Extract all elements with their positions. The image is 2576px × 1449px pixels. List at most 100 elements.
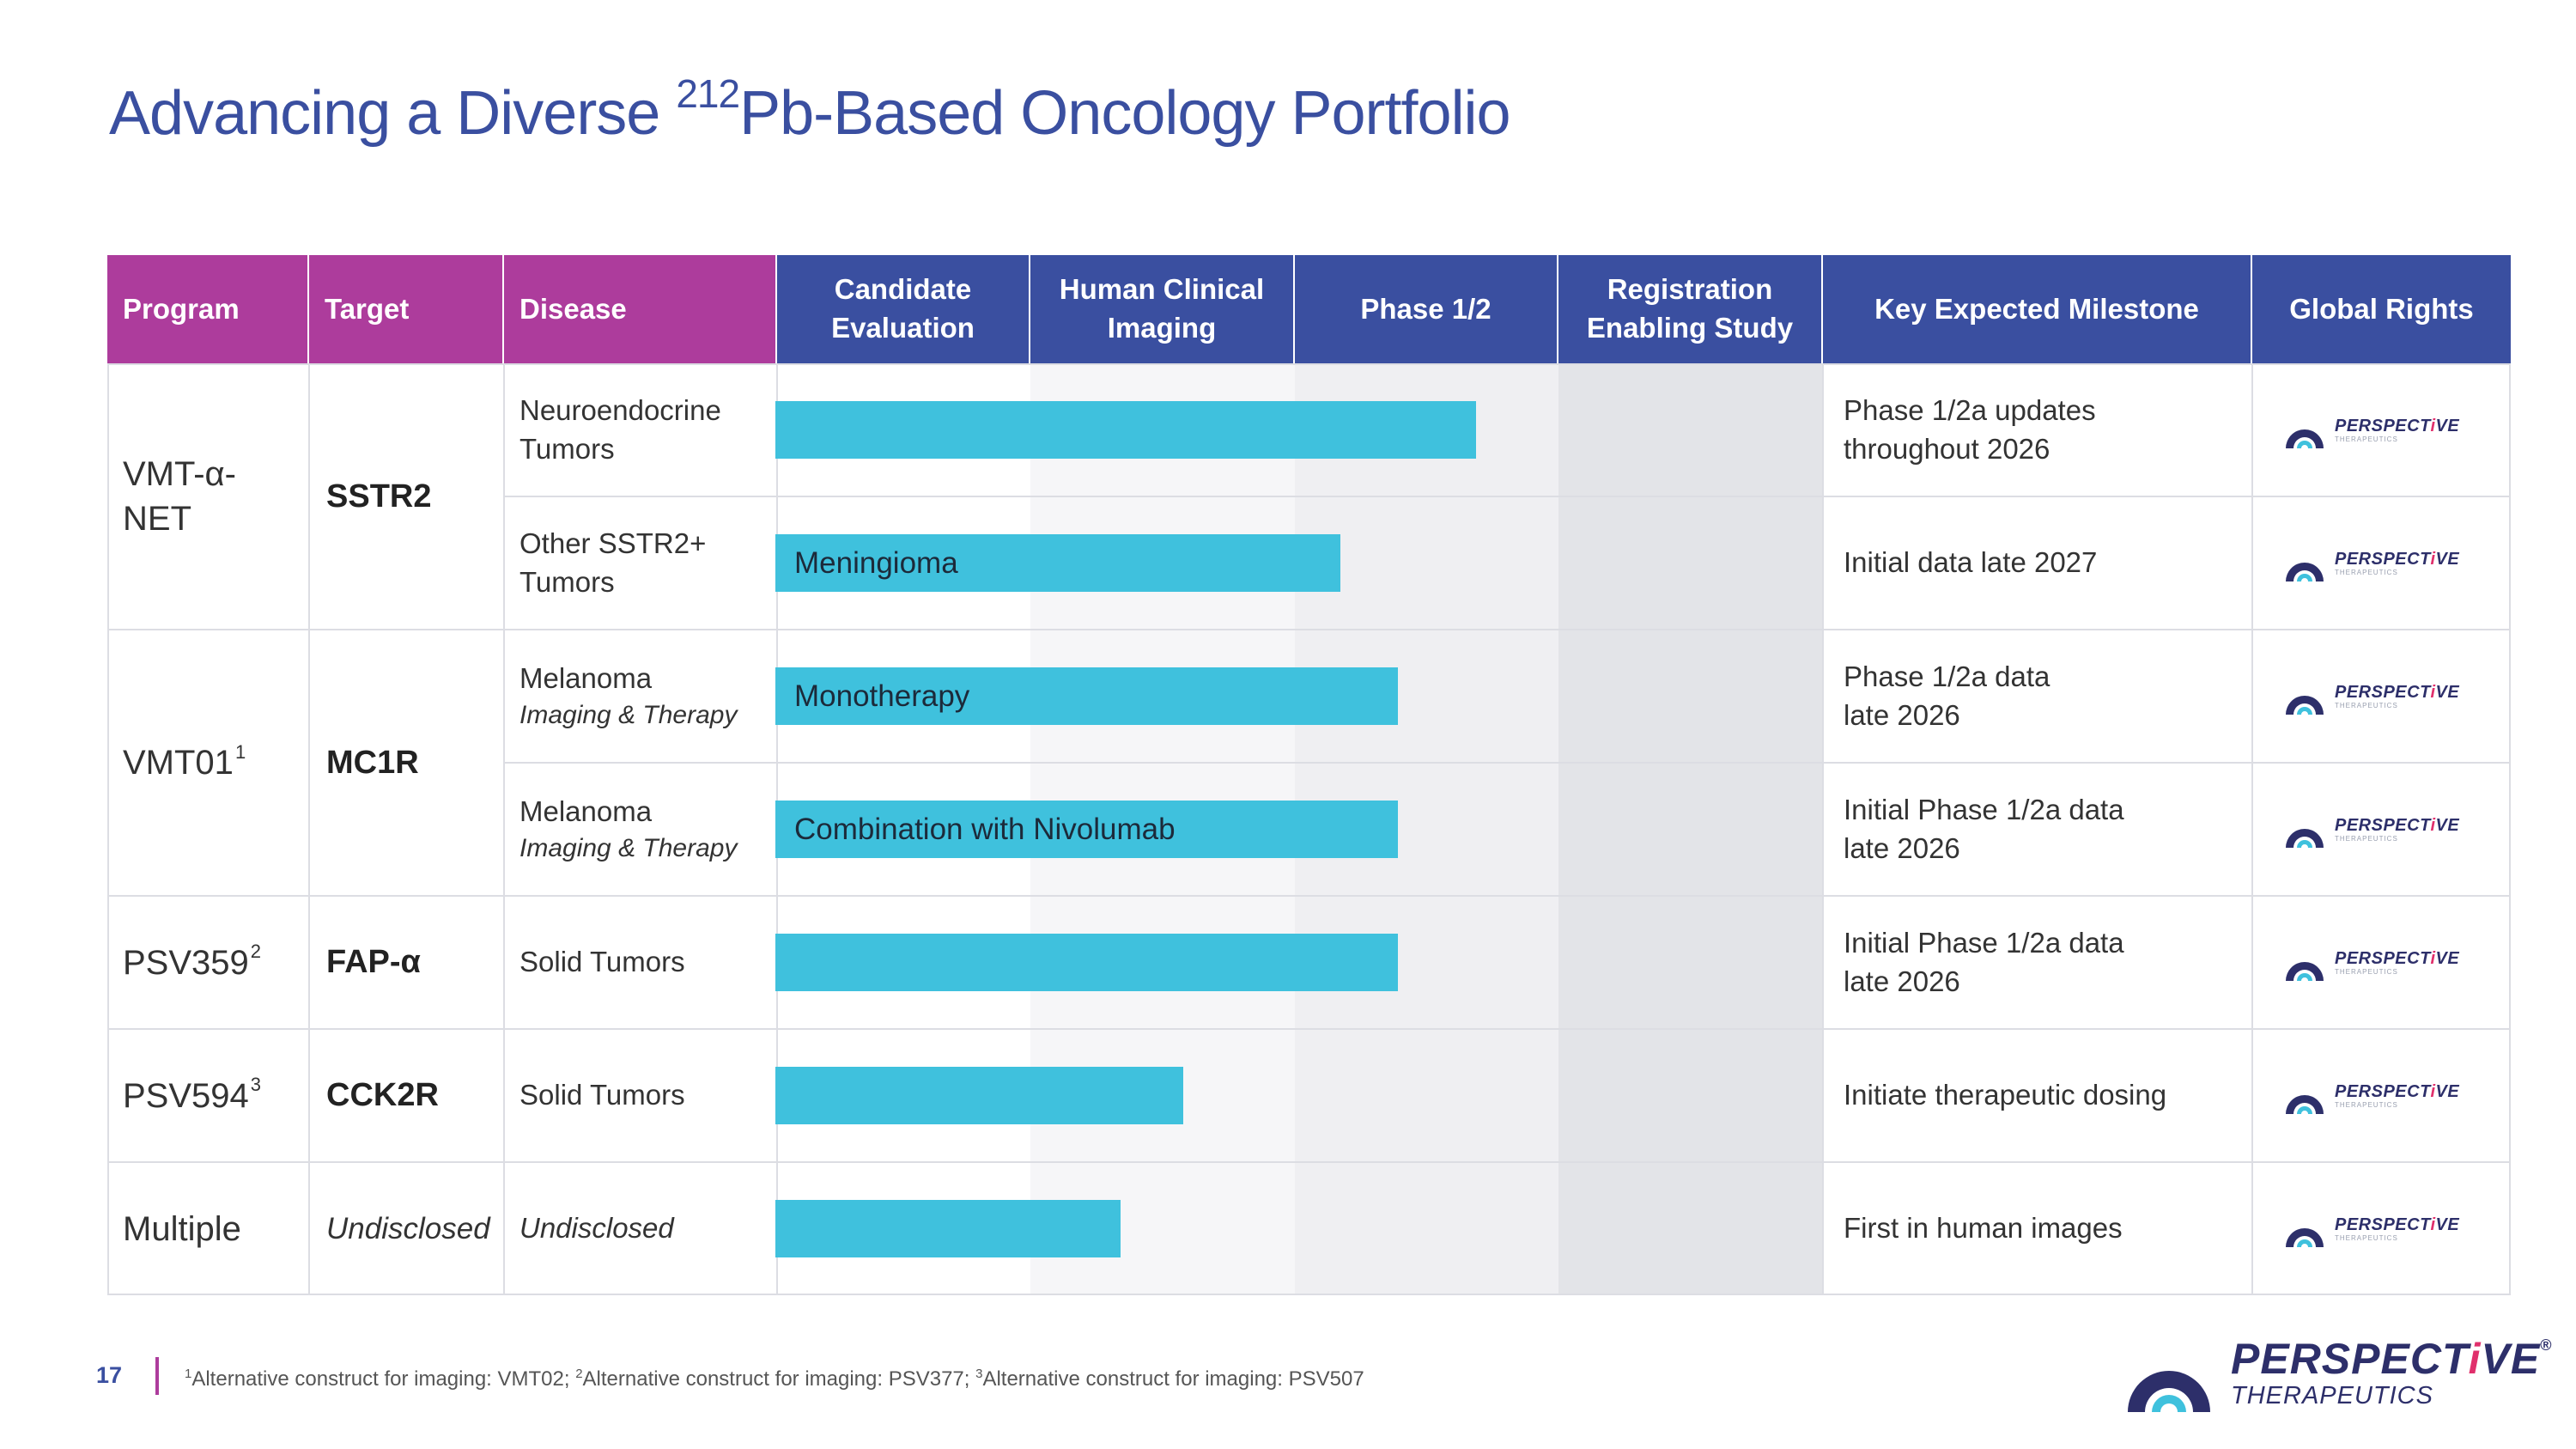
brand-logo-icon — [2128, 1371, 2210, 1412]
progress-bar: Combination with Nivolumab — [775, 801, 1398, 858]
header-phase3: Phase 1/2 — [1295, 255, 1557, 363]
milestone-cell: Initiate therapeutic dosing — [1844, 1079, 2167, 1111]
disease-subtitle: Imaging & Therapy — [519, 700, 738, 729]
header-disease: Disease — [504, 255, 775, 363]
global-rights-logo: PERSPECTiVE THERAPEUTICS — [2252, 363, 2511, 496]
title-post: Pb-Based Oncology Portfolio — [739, 79, 1511, 148]
disease-cell: Neuroendocrine Tumors — [504, 363, 777, 496]
perspective-wordmark: PERSPECTiVE — [2335, 549, 2460, 569]
footnote-marker: 1 — [185, 1367, 192, 1381]
disease-name: Other SSTR2+ Tumors — [519, 527, 707, 598]
grid-hline — [107, 895, 2511, 897]
program-name: PSV5943 — [123, 1074, 262, 1115]
milestone-cell: First in human images — [1844, 1212, 2123, 1245]
disease-cell: Undisclosed — [504, 1162, 777, 1295]
program-name: Multiple — [123, 1209, 241, 1248]
program-name: PSV3592 — [123, 941, 262, 982]
progress-bar: Monotherapy — [775, 667, 1398, 725]
perspective-subtitle: THERAPEUTICS — [2335, 568, 2398, 576]
progress-bar — [775, 934, 1398, 991]
header-rights: Global Rights — [2252, 255, 2511, 363]
disease-subtitle: Imaging & Therapy — [519, 833, 738, 862]
program-target: SSTR2 — [326, 478, 432, 514]
header-milestone: Key Expected Milestone — [1823, 255, 2251, 363]
page-title: Advancing a Diverse 212Pb-Based Oncology… — [109, 71, 1511, 149]
header-phase2: Human Clinical Imaging — [1030, 255, 1293, 363]
brand-subtitle: THERAPEUTICS — [2231, 1381, 2433, 1409]
perspective-wordmark: PERSPECTiVE — [2335, 1215, 2460, 1234]
progress-bar-label: Combination with Nivolumab — [794, 812, 1176, 846]
global-rights-logo: PERSPECTiVE THERAPEUTICS — [2252, 1162, 2511, 1295]
phase-band-4 — [1558, 363, 1823, 1295]
progress-bar — [775, 401, 1476, 459]
title-sup: 212 — [676, 71, 740, 116]
milestone-cell: Initial Phase 1/2a data late 2026 — [1844, 926, 2124, 997]
program-target: MC1R — [326, 744, 419, 781]
disease-cell: Solid Tumors — [504, 1029, 777, 1162]
perspective-wordmark: PERSPECTiVE — [2335, 948, 2460, 968]
footnote-marker: 3 — [975, 1367, 983, 1381]
perspective-subtitle: THERAPEUTICS — [2335, 1233, 2398, 1242]
disease-name: Solid Tumors — [519, 1079, 685, 1111]
disease-name: Melanoma — [519, 795, 653, 827]
page-number: 17 — [96, 1362, 123, 1388]
perspective-logo-icon — [2286, 429, 2324, 448]
disease-name: Melanoma — [519, 661, 653, 694]
perspective-logo-icon — [2286, 695, 2324, 715]
disease-name: Neuroendocrine Tumors — [519, 393, 721, 465]
perspective-logo-icon — [2286, 1227, 2324, 1247]
disease-cell: Other SSTR2+ Tumors — [504, 496, 777, 630]
disease-cell: Melanoma Imaging & Therapy — [504, 630, 777, 763]
milestone-cell: Initial Phase 1/2a data late 2026 — [1844, 793, 2124, 864]
header-program: Program — [107, 255, 307, 363]
grid-hline — [504, 496, 2511, 497]
footnote-marker: 2 — [575, 1367, 583, 1381]
milestone-cell: Initial data late 2027 — [1844, 546, 2098, 579]
progress-bar — [775, 1067, 1183, 1124]
global-rights-logo: PERSPECTiVE THERAPEUTICS — [2252, 630, 2511, 763]
grid-hline — [504, 762, 2511, 764]
grid-vline — [308, 363, 310, 1295]
perspective-subtitle: THERAPEUTICS — [2335, 1100, 2398, 1109]
grid-hline — [107, 1161, 2511, 1163]
grid-vline — [1822, 363, 1824, 1295]
milestone-cell: Phase 1/2a updates throughout 2026 — [1844, 393, 2096, 465]
perspective-logo-icon — [2286, 828, 2324, 848]
perspective-subtitle: THERAPEUTICS — [2335, 701, 2398, 709]
header-phase4: Registration Enabling Study — [1558, 255, 1821, 363]
perspective-wordmark: PERSPECTiVE — [2335, 815, 2460, 835]
perspective-logo-icon — [2286, 1094, 2324, 1114]
title-pre: Advancing a Diverse — [109, 79, 677, 148]
perspective-wordmark: PERSPECTiVE — [2335, 682, 2460, 702]
global-rights-logo: PERSPECTiVE THERAPEUTICS — [2252, 763, 2511, 896]
perspective-logo-icon — [2286, 961, 2324, 981]
perspective-subtitle: THERAPEUTICS — [2335, 834, 2398, 843]
header-phase1: Candidate Evaluation — [777, 255, 1029, 363]
footer-divider — [155, 1357, 159, 1395]
footnote-text: Alternative construct for imaging: PSV50… — [982, 1367, 1364, 1391]
disease-cell: Solid Tumors — [504, 896, 777, 1029]
program-target: Undisclosed — [326, 1211, 490, 1245]
grid-hline — [107, 629, 2511, 630]
perspective-wordmark: PERSPECTiVE — [2335, 1081, 2460, 1101]
footnote: 1Alternative construct for imaging: VMT0… — [185, 1367, 1364, 1391]
footnote-text: Alternative construct for imaging: PSV37… — [582, 1367, 976, 1391]
progress-bar: Meningioma — [775, 534, 1340, 592]
brand-wordmark: PERSPECTiVE® — [2231, 1334, 2553, 1383]
footnote-text: Alternative construct for imaging: VMT02… — [191, 1367, 576, 1391]
perspective-logo-icon — [2286, 562, 2324, 581]
perspective-subtitle: THERAPEUTICS — [2335, 435, 2398, 443]
progress-bar-label: Monotherapy — [794, 679, 970, 713]
disease-cell: Melanoma Imaging & Therapy — [504, 763, 777, 896]
program-target: FAP-α — [326, 944, 421, 980]
milestone-cell: Phase 1/2a data late 2026 — [1844, 660, 2050, 731]
program-name: VMT011 — [123, 740, 246, 782]
program-target: CCK2R — [326, 1077, 439, 1113]
header-target: Target — [309, 255, 502, 363]
global-rights-logo: PERSPECTiVE THERAPEUTICS — [2252, 896, 2511, 1029]
perspective-subtitle: THERAPEUTICS — [2335, 967, 2398, 976]
progress-bar-label: Meningioma — [794, 545, 958, 580]
perspective-wordmark: PERSPECTiVE — [2335, 416, 2460, 435]
grid-vline — [503, 363, 505, 1295]
global-rights-logo: PERSPECTiVE THERAPEUTICS — [2252, 496, 2511, 630]
